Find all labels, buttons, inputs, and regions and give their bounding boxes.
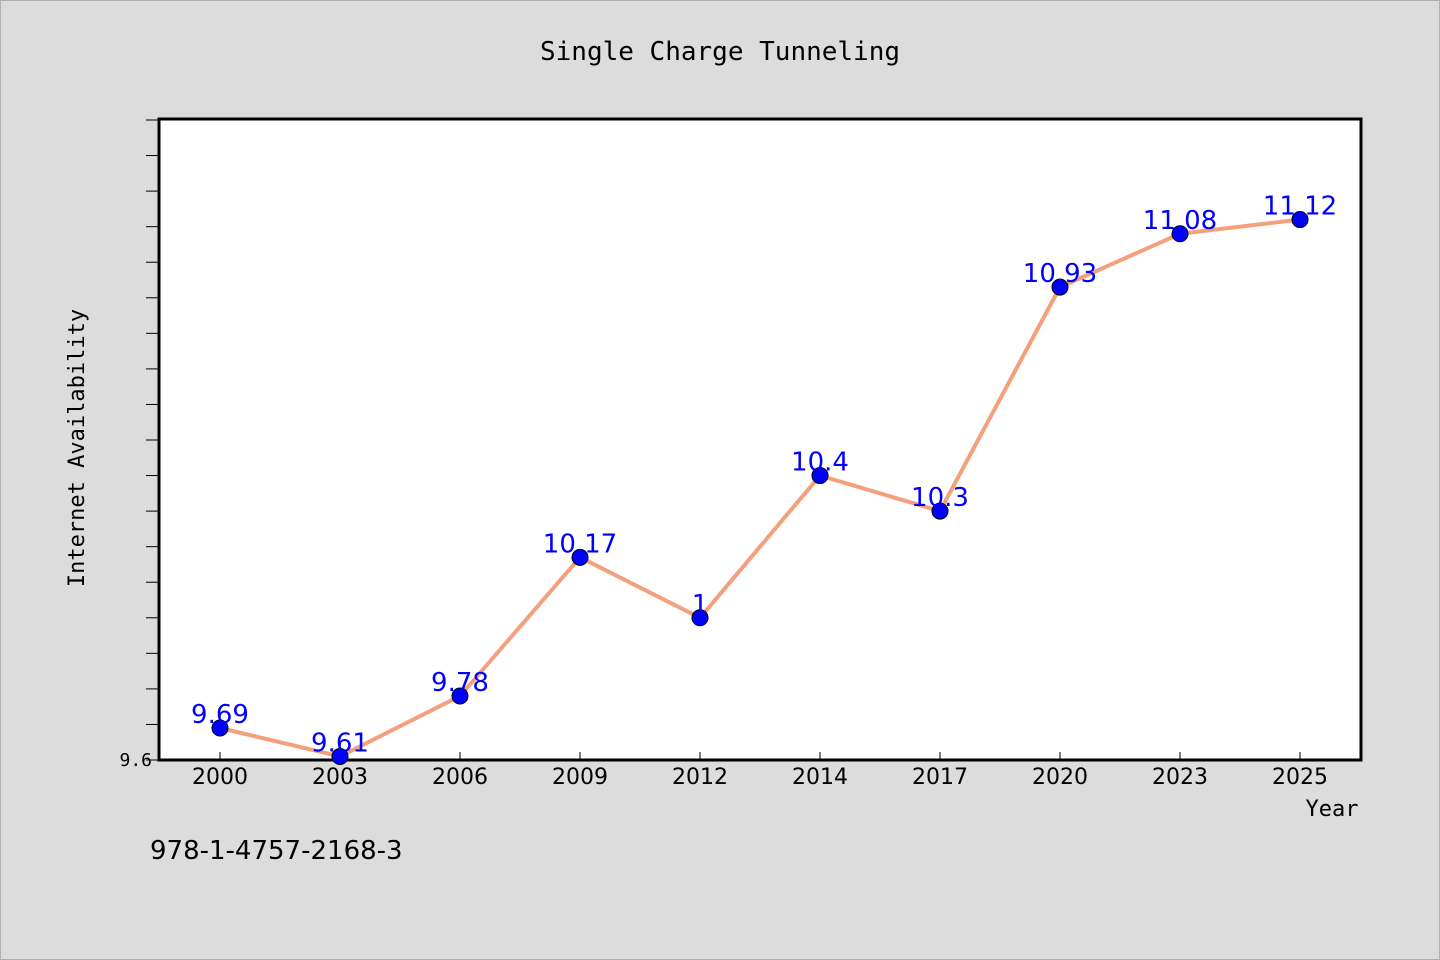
data-point [931,502,949,520]
footnote-text: 978-1-4757-2168-3 [150,836,403,866]
data-label: 10.4 [791,448,849,478]
x-tick-label: 2020 [1032,765,1088,790]
data-point [1171,225,1189,243]
x-axis-ticks: 2000 2003 2006 2009 2012 2014 2017 2020 2023 2025 [192,752,1328,790]
series-group: 9.69 9.61 9.78 10.17 1 10.4 10.3 10.93 11.08 11.1… [191,192,1337,765]
series-line [219,217,1301,759]
data-label: 10.93 [1023,259,1097,289]
y-axis-label: Internet Availability [65,309,90,587]
chart-title: Single Charge Tunneling [540,37,900,67]
data-label: 10.3 [911,483,969,513]
x-tick-label: 2023 [1152,765,1208,790]
data-label: 9.69 [191,700,249,730]
data-label: 1 [692,590,709,620]
data-point [211,719,229,737]
x-axis-label: Year [1306,797,1359,822]
x-tick-label: 2000 [192,765,248,790]
x-tick-label: 2009 [552,765,608,790]
x-tick-label: 2025 [1272,765,1328,790]
data-point [1291,211,1309,229]
y-tick-label: 9.6 [119,750,152,771]
data-label: 9.78 [431,668,489,698]
x-tick-label: 2006 [432,765,488,790]
x-tick-label: 2014 [792,765,848,790]
data-point [691,609,709,627]
data-label: 11.08 [1143,206,1217,236]
data-point [331,747,349,765]
data-point [811,467,829,485]
y-axis-ticks: 9.6 [119,119,159,771]
x-tick-label: 2017 [912,765,968,790]
data-point [1051,278,1069,296]
data-point [571,548,589,566]
data-label: 10.17 [543,529,617,559]
data-label: 11.12 [1263,192,1337,222]
data-label: 9.61 [311,728,369,758]
x-tick-label: 2003 [312,765,368,790]
plot-area [157,117,1363,762]
x-tick-label: 2012 [672,765,728,790]
data-point [451,687,469,705]
